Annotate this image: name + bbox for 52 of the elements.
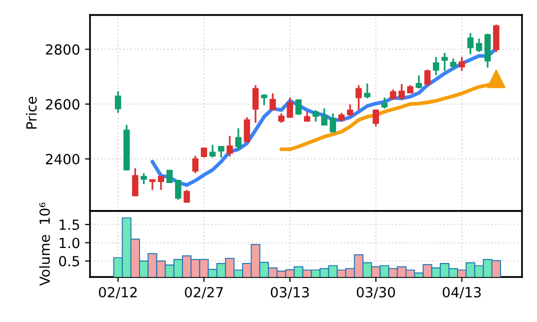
y-tick-label: 1.5 <box>60 220 80 230</box>
x-tick-label: 02/12 <box>98 286 137 299</box>
y-tick-label: 0.5 <box>59 256 80 266</box>
candlestick <box>390 88 396 101</box>
y-axis-title: Volume 10⁶ <box>39 202 50 286</box>
y-tick-label: 1.0 <box>60 238 80 248</box>
candlestick <box>158 176 164 191</box>
candlestick <box>200 146 208 158</box>
candlestick <box>458 56 465 72</box>
candlestick <box>493 24 500 53</box>
candlestick <box>442 52 448 72</box>
x-tick-label: 02/27 <box>184 286 223 299</box>
candlestick <box>372 108 380 128</box>
y-axis-title: Price <box>26 96 37 129</box>
candlestick <box>364 82 370 100</box>
candlestick <box>252 84 259 124</box>
candlestick <box>132 167 138 196</box>
candlestick <box>261 93 268 106</box>
candlestick <box>270 92 276 111</box>
candlestick <box>175 178 182 201</box>
candlestick <box>192 155 199 174</box>
candlestick <box>398 83 405 101</box>
candlestick <box>467 32 474 56</box>
candlestick <box>330 112 336 133</box>
candlestick <box>278 112 284 124</box>
candlestick <box>295 98 302 116</box>
candlestick <box>244 116 250 142</box>
x-tick-label: 03/13 <box>270 286 309 299</box>
candlestick <box>321 108 328 126</box>
candlestick <box>381 96 388 110</box>
candlestick <box>218 146 224 158</box>
candlestick <box>312 109 319 122</box>
candlestick <box>114 90 122 114</box>
candlestick <box>184 189 190 204</box>
candlestick <box>424 68 431 86</box>
candlestick <box>140 172 147 185</box>
y-tick-label: 2400 <box>46 154 80 164</box>
y-tick-label: 2800 <box>46 44 80 55</box>
candlestick <box>356 84 362 111</box>
y-tick-label: 2600 <box>46 99 80 110</box>
x-tick-label: 04/13 <box>442 286 481 299</box>
candlestick <box>432 56 440 76</box>
candlestick <box>346 104 354 117</box>
candlestick <box>286 96 294 118</box>
candlestick <box>226 135 233 158</box>
candlestick <box>149 178 156 191</box>
x-tick-label: 03/30 <box>356 286 395 299</box>
candlestick <box>235 127 242 151</box>
candlestick <box>476 38 482 53</box>
candlestick <box>416 74 422 90</box>
candlestick <box>209 144 216 158</box>
candlestick <box>450 58 456 70</box>
